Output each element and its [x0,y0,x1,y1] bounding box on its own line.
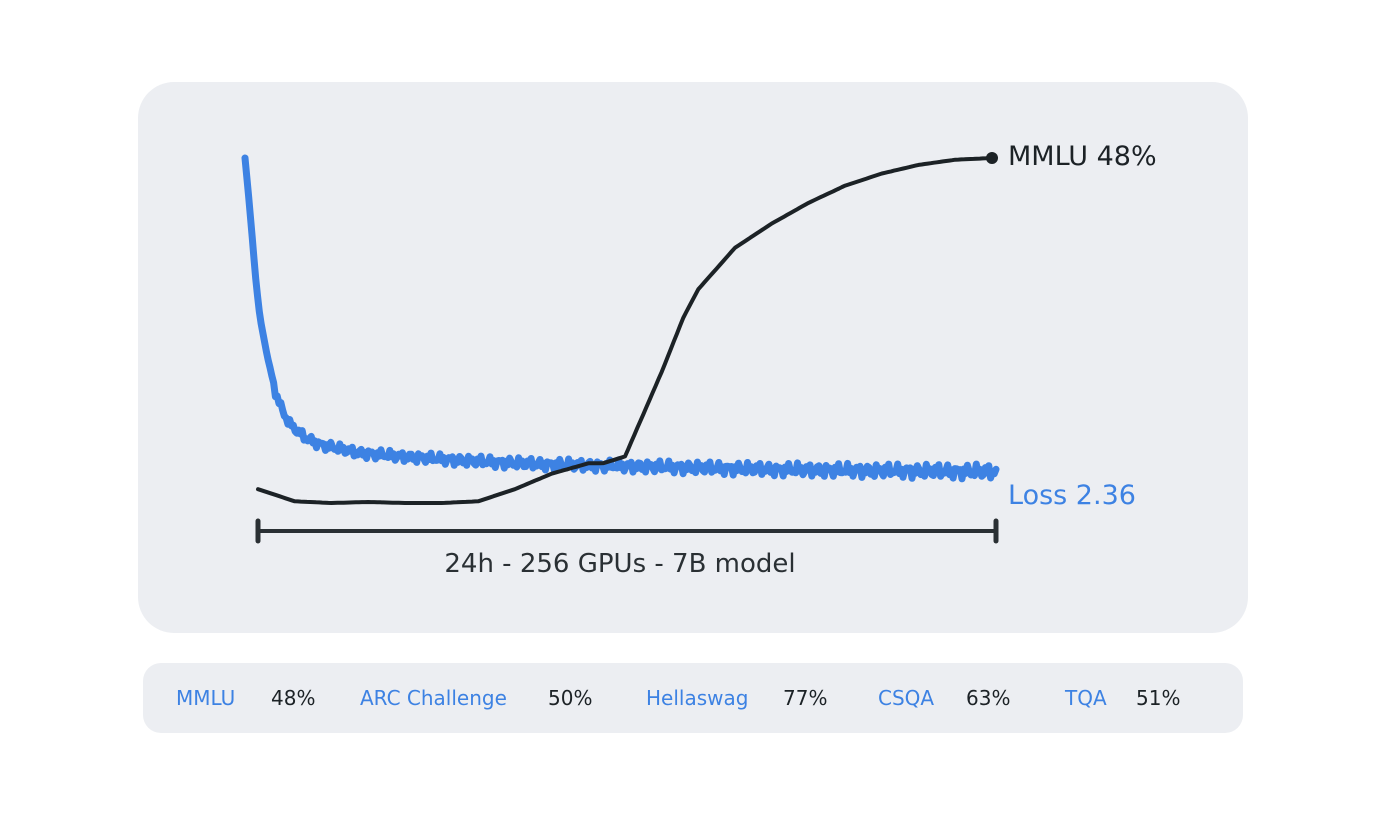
metric-value-hellaswag: 77% [783,686,828,710]
metric-name-csqa: CSQA [878,686,935,710]
mmlu-endpoint-dot [986,152,998,164]
metric-name-mmlu: MMLU [176,686,236,710]
loss-end-label: Loss 2.36 [1008,480,1136,511]
metric-name-hellaswag: Hellaswag [646,686,749,710]
mmlu-series [256,152,998,505]
metric-name-tqa: TQA [1065,686,1107,710]
mmlu-line [256,156,994,505]
duration-label: 24h - 256 GPUs - 7B model [444,549,795,579]
duration-bracket [255,518,999,544]
metric-value-mmlu: 48% [271,686,316,710]
chart-panel [138,82,1248,633]
metrics-bar: MMLU 48% ARC Challenge 50% Hellaswag 77%… [143,663,1243,733]
mmlu-end-label: MMLU 48% [1008,141,1157,172]
metric-value-tqa: 51% [1136,686,1181,710]
loss-line [241,154,1000,483]
metric-value-arc-challenge: 50% [548,686,593,710]
metric-name-arc-challenge: ARC Challenge [360,686,507,710]
loss-series [241,154,1000,483]
metric-value-csqa: 63% [966,686,1011,710]
